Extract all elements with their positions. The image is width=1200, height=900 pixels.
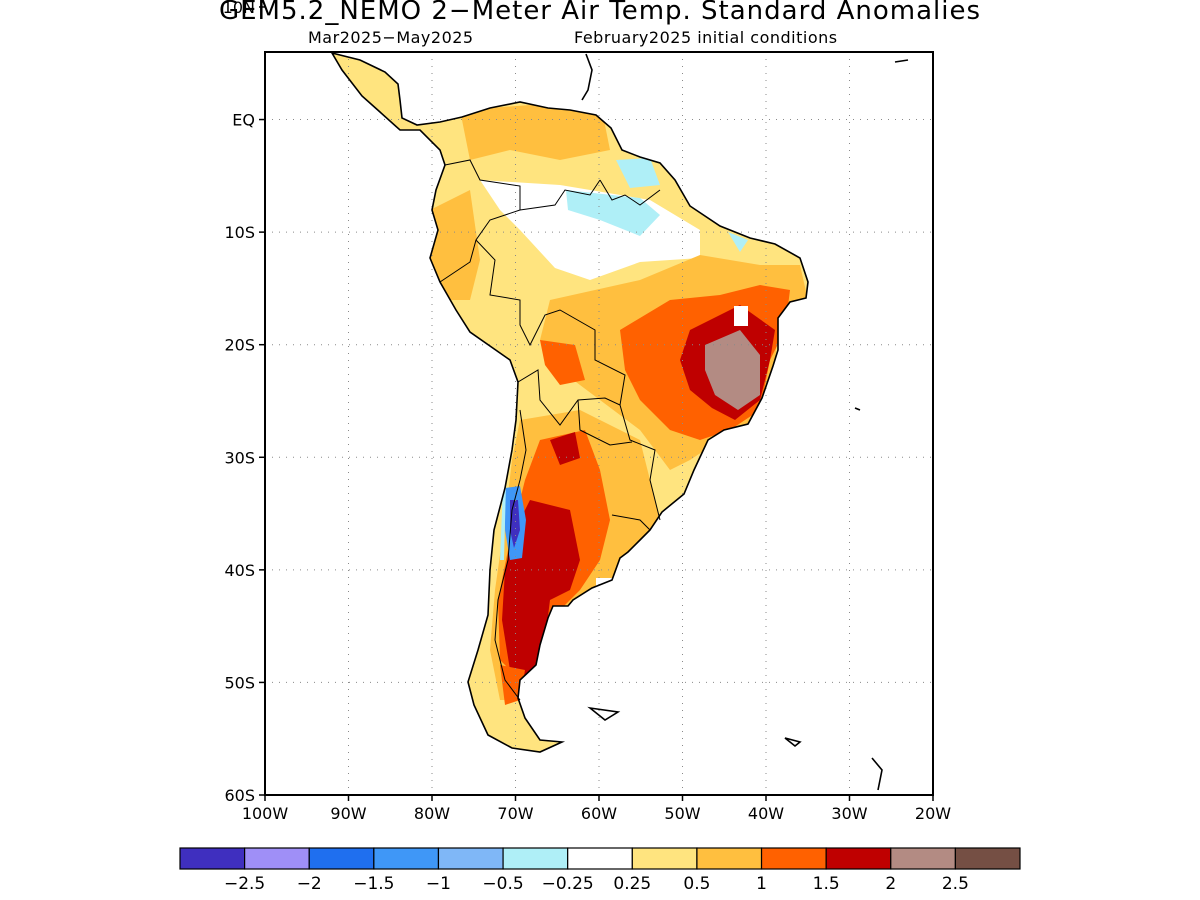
x-tick-label: 40W: [748, 804, 784, 823]
colorbar-swatch: [825, 847, 892, 870]
initial-conditions: February2025 initial conditions: [574, 28, 838, 47]
colorbar-label: 2.5: [942, 874, 969, 894]
colorbar-label: −0.25: [542, 874, 594, 894]
country-borders: [439, 159, 661, 701]
map-title: GEM5.2_NEMO 2−Meter Air Temp. Standard A…: [218, 0, 982, 26]
x-tick-label: 30W: [831, 804, 867, 823]
latitude-axis: 10N EQ 10S 20S 30S 40S 50S 60S: [223, 0, 265, 805]
colorbar-swatch: [954, 847, 1021, 870]
colorbar-label: 0.25: [613, 874, 651, 894]
colorbar-label: 1: [756, 874, 767, 894]
colorbar-label: 2: [885, 874, 896, 894]
colorbar-swatch: [308, 847, 375, 870]
colorbar-label: 0.5: [683, 874, 710, 894]
colorbar-swatch: [179, 847, 246, 870]
colorbar-swatch: [244, 847, 310, 870]
y-tick-label: 20S: [224, 336, 255, 355]
y-tick-label: 10S: [224, 223, 255, 242]
colorbar-label: −0.5: [482, 874, 523, 894]
colorbar-swatch: [373, 847, 440, 870]
colorbar-swatch: [502, 847, 569, 870]
colorbar-swatch: [567, 847, 633, 870]
color-scale-legend: −2.5 −2 −1.5 −1 −0.5 −0.25 0.25 0.5 1 1.5 2 2.5: [179, 847, 1021, 894]
x-tick-label: 60W: [581, 804, 617, 823]
colorbar-label: −2: [297, 874, 322, 894]
y-tick-label: EQ: [232, 111, 255, 130]
y-tick-label: 10N: [223, 0, 255, 17]
colorbar-label: −2.5: [224, 874, 265, 894]
colorbar-label: −1.5: [353, 874, 394, 894]
x-tick-label: 20W: [915, 804, 951, 823]
colorbar-swatch: [631, 847, 698, 870]
x-tick-label: 50W: [664, 804, 700, 823]
x-tick-label: 90W: [330, 804, 366, 823]
colorbar-swatch: [696, 847, 763, 870]
colorbar-label: 1.5: [813, 874, 840, 894]
colorbar-swatch: [437, 847, 504, 870]
y-tick-label: 40S: [224, 561, 255, 580]
y-tick-label: 50S: [224, 673, 255, 692]
forecast-period: Mar2025−May2025: [308, 28, 474, 47]
y-tick-label: 30S: [224, 448, 255, 467]
x-tick-label: 70W: [497, 804, 533, 823]
x-tick-label: 100W: [242, 804, 289, 823]
x-tick-label: 80W: [414, 804, 450, 823]
y-tick-label: 60S: [224, 786, 255, 805]
colorbar-swatch: [890, 847, 956, 870]
colorbar-swatch: [760, 847, 827, 870]
colorbar-label: −1: [426, 874, 451, 894]
coastlines: [330, 52, 909, 791]
longitude-axis: 100W 90W 80W 70W 60W 50W 40W 30W 20W: [242, 795, 951, 823]
